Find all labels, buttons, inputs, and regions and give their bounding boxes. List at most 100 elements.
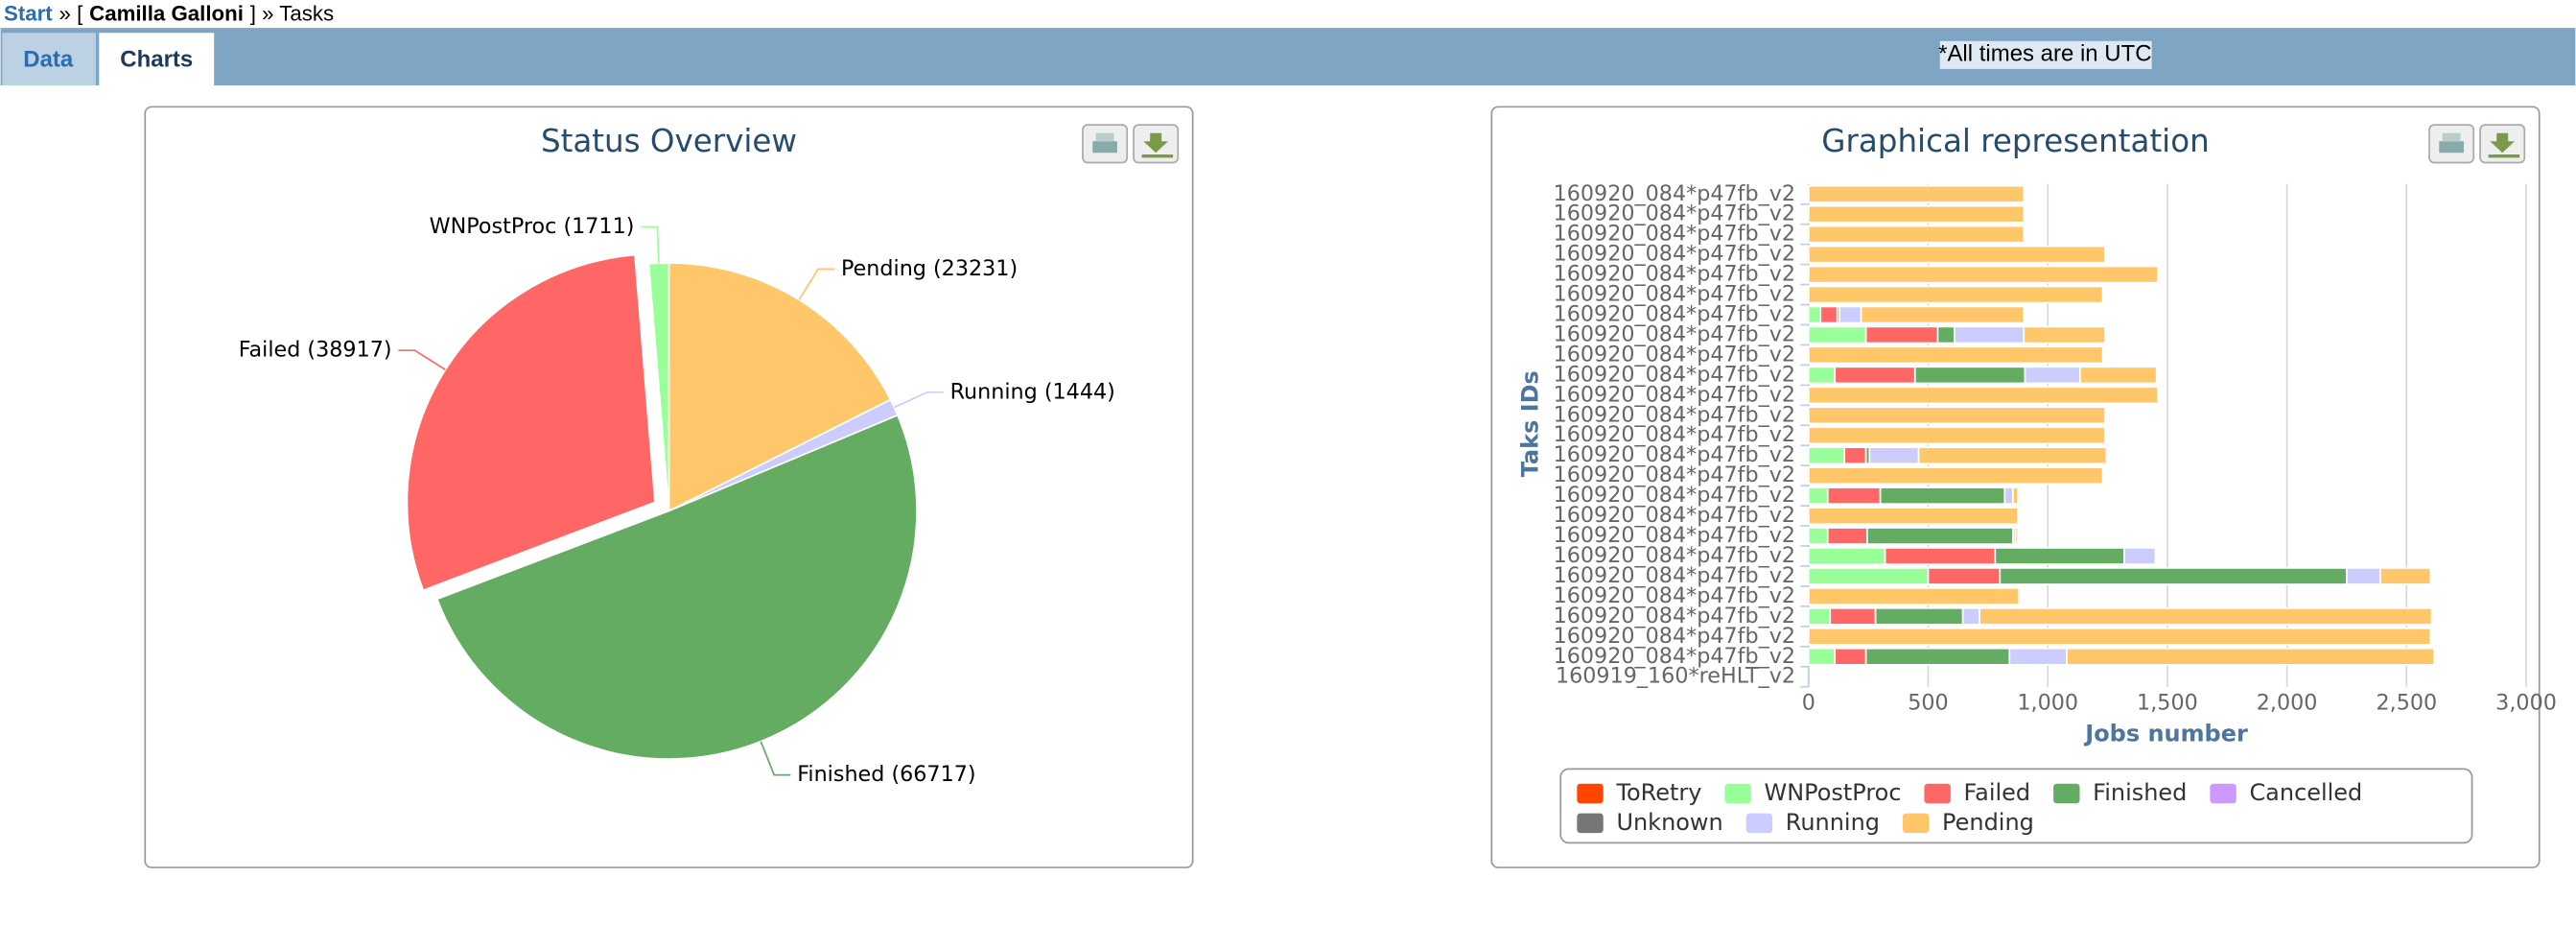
y-tick-label: 160920_084*p47fb_v2 <box>1554 222 1795 247</box>
bar-segment <box>1807 586 2021 605</box>
bar-segment <box>1874 606 1964 626</box>
bar-segment <box>1807 406 2106 425</box>
label-connector <box>760 741 791 776</box>
legend-label[interactable]: Running <box>1786 809 1880 836</box>
icon <box>2442 132 2461 142</box>
bar-segment <box>1864 325 1939 344</box>
bar-segment <box>2024 366 2081 385</box>
bar-segment <box>1834 647 1867 666</box>
bar-segment <box>1936 325 1955 344</box>
export-buttons <box>1082 124 2526 164</box>
y-tick-label: 160920_084*p47fb_v2 <box>1554 262 1795 287</box>
legend-swatch[interactable] <box>1577 783 1604 804</box>
bar-segment <box>2346 567 2381 585</box>
bar-segment <box>2008 647 2069 666</box>
legend-swatch[interactable] <box>1902 813 1930 834</box>
breadcrumb-page: ] » Tasks <box>250 1 334 25</box>
utc-note: *All times are in UTC <box>1938 41 2151 67</box>
y-tick-label: 160920_084*p47fb_v2 <box>1554 402 1795 427</box>
tab-data[interactable] <box>2 33 96 86</box>
y-tick-label: 160920_084*p47fb_v2 <box>1554 644 1795 669</box>
bar-segment <box>1843 446 1867 465</box>
bar-segment <box>1864 647 2011 666</box>
data-label: WNPostProc (1711) <box>430 214 635 239</box>
bar-segment <box>1807 606 1832 626</box>
y-axis-title: Taks IDs <box>1516 370 1543 477</box>
bar-segment <box>1807 547 1886 565</box>
bar-segment <box>1807 647 1837 666</box>
legend-swatch[interactable] <box>2210 783 2236 804</box>
bar-segment <box>1829 606 1877 626</box>
bar-segment <box>1807 204 2026 224</box>
chart-title: Graphical representation <box>1821 123 2209 159</box>
legend-swatch[interactable] <box>1577 813 1604 834</box>
data-label: Finished (66717) <box>797 762 975 787</box>
legend-label[interactable]: WNPostProc <box>1765 779 1902 806</box>
bar-segment <box>2003 486 2014 506</box>
label-connector <box>398 349 446 371</box>
legend-label[interactable]: Cancelled <box>2249 779 2362 806</box>
bar-segment <box>1884 547 1997 565</box>
bar-segment <box>1807 527 1829 545</box>
legend-swatch[interactable] <box>1745 813 1773 834</box>
bar-segment <box>2023 325 2106 344</box>
label-connector <box>641 225 660 264</box>
bar-segment <box>1834 366 1916 385</box>
breadcrumb-sep: » [ <box>59 1 84 25</box>
legend-swatch[interactable] <box>1724 783 1751 804</box>
y-tick-label: 160920_084*p47fb_v2 <box>1554 462 1795 487</box>
bar-segment <box>1807 446 1846 465</box>
bar-segment <box>1807 305 1822 324</box>
bar-segment <box>2014 527 2019 545</box>
legend-label[interactable]: Finished <box>2093 779 2187 806</box>
breadcrumb-user: Camilla Galloni <box>89 1 244 25</box>
y-tick-label: 160919_160*reHLT_v2 <box>1556 664 1795 689</box>
bar-segment <box>1838 305 1862 324</box>
legend-label[interactable]: Pending <box>1942 809 2034 836</box>
y-tick-label: 160920_084*p47fb_v2 <box>1554 503 1795 528</box>
tab-label[interactable]: Data <box>23 47 74 73</box>
bar-segment <box>1807 265 2159 284</box>
y-tick-label: 160920_084*p47fb_v2 <box>1554 321 1795 346</box>
data-label: Failed (38917) <box>239 338 392 363</box>
bar-segment <box>1819 305 1838 324</box>
bar-segment <box>1807 466 2104 486</box>
tab-bar <box>0 28 2576 86</box>
legend-swatch[interactable] <box>1924 783 1951 804</box>
data-label: Running (1444) <box>950 379 1115 404</box>
y-tick-label: 160920_084*p47fb_v2 <box>1554 483 1795 508</box>
x-tick-label: 500 <box>1908 690 1948 715</box>
icon <box>1092 141 1117 154</box>
legend-label[interactable]: Failed <box>1964 779 2031 806</box>
legend-label[interactable]: Unknown <box>1616 809 1722 836</box>
legend-label[interactable]: ToRetry <box>1615 779 1701 806</box>
y-tick-label: 160920_084*p47fb_v2 <box>1554 624 1795 649</box>
legend-swatch[interactable] <box>2053 783 2080 804</box>
icon <box>1095 132 1114 142</box>
y-tick-label: 160920_084*p47fb_v2 <box>1554 422 1795 447</box>
tab-charts[interactable] <box>99 33 215 87</box>
breadcrumb-link[interactable]: Start <box>4 1 53 25</box>
y-tick-label: 160920_084*p47fb_v2 <box>1554 342 1795 367</box>
bar-segment <box>1866 527 2014 545</box>
tab-label[interactable]: Charts <box>120 47 193 73</box>
bar-segment <box>1868 446 1920 465</box>
bar-segment <box>2066 647 2435 666</box>
bar-segment <box>1994 547 2125 565</box>
bar-segment <box>2379 567 2432 585</box>
x-tick-label: 1,500 <box>2137 690 2198 715</box>
y-tick-label: 160920_084*p47fb_v2 <box>1554 301 1795 326</box>
x-axis-title: Jobs number <box>2083 720 2248 747</box>
bar-segment <box>1807 225 2026 244</box>
note-highlight <box>1939 40 2152 69</box>
x-tick-label: 3,000 <box>2495 690 2557 715</box>
bar-segment <box>1860 305 2026 324</box>
icon <box>1141 132 1174 158</box>
bar-segment <box>1807 285 2104 304</box>
bar-segment <box>1927 567 2002 585</box>
bar-segment <box>2079 366 2158 385</box>
y-tick-label: 160920_084*p47fb_v2 <box>1554 282 1795 307</box>
bar-segment <box>1807 386 2159 405</box>
bar-segment <box>1807 486 1829 506</box>
y-tick-label: 160920_084*p47fb_v2 <box>1554 442 1795 467</box>
